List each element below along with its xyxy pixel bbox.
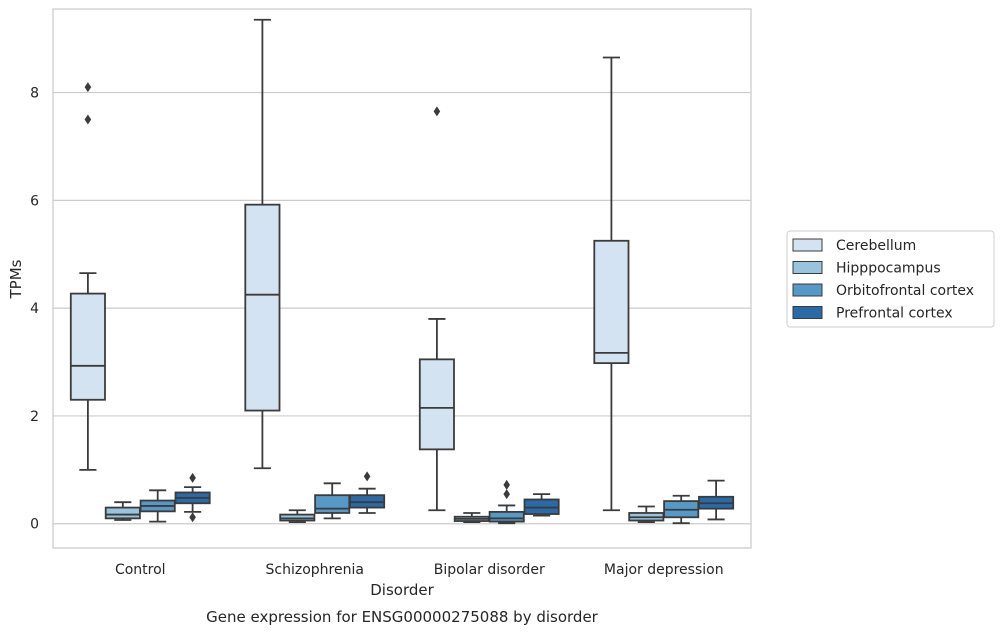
legend-frame: [786, 230, 995, 328]
gridlines: [53, 91, 751, 525]
x-tick-label: Major depression: [604, 562, 724, 578]
box-prefrontal-cortex: [174, 472, 211, 523]
x-tick-labels: Control Schizophrenia Bipolar disorder Majo…: [115, 562, 724, 578]
box-orbitofrontal-cortex: [314, 482, 351, 520]
box-cerebellum: [244, 18, 281, 470]
box-orbitofrontal-cortex: [139, 489, 176, 523]
y-tick-label: 8: [30, 86, 39, 102]
boxes: [69, 18, 735, 525]
y-tick-labels: 0 2 4 6 8: [30, 86, 39, 533]
y-tick-label: 2: [30, 409, 39, 425]
legend-swatch: [792, 283, 823, 297]
box-iqr: [244, 203, 281, 412]
box-hipppocampus: [279, 509, 316, 524]
legend-label: Hipppocampus: [836, 261, 941, 277]
plot-area: [52, 8, 752, 549]
outlier-point: [503, 479, 510, 490]
outlier-point: [363, 471, 371, 482]
legend-swatch: [792, 261, 823, 274]
box-iqr: [418, 358, 455, 451]
box-hipppocampus: [104, 501, 141, 521]
legend-swatch: [792, 306, 823, 319]
box-iqr: [314, 494, 351, 514]
y-axis-title: TPMs: [7, 259, 25, 299]
x-tick-label: Schizophrenia: [266, 562, 364, 578]
legend-label: Prefrontal cortex: [836, 306, 953, 322]
box-cerebellum: [69, 82, 106, 471]
legend-label: Orbitofrontal cortex: [836, 283, 974, 299]
legend-swatch: [792, 238, 823, 252]
legend-label: Cerebellum: [836, 238, 916, 254]
box-prefrontal-cortex: [349, 471, 386, 514]
outlier-point: [84, 82, 92, 93]
outlier-point: [189, 512, 196, 523]
x-axis-title: Disorder: [370, 581, 434, 599]
y-tick-label: 6: [30, 193, 39, 209]
outlier-point: [503, 489, 510, 500]
box-iqr: [488, 510, 525, 523]
y-tick-label: 4: [30, 301, 39, 317]
outlier-point: [433, 106, 441, 117]
box-prefrontal-cortex: [698, 479, 735, 521]
x-tick-label: Bipolar disorder: [434, 562, 545, 578]
box-iqr: [104, 506, 141, 520]
outlier-point: [189, 472, 196, 483]
box-cerebellum: [593, 56, 630, 512]
box-iqr: [593, 239, 630, 365]
legend: Cerebellum Hipppocampus Orbitofrontal cort…: [786, 230, 995, 328]
chart-caption: Gene expression for ENSG00000275088 by d…: [206, 608, 599, 626]
box-cerebellum: [418, 106, 455, 512]
box-orbitofrontal-cortex: [488, 479, 525, 525]
box-prefrontal-cortex: [523, 493, 560, 517]
outlier-point: [84, 114, 92, 125]
y-tick-label: 0: [30, 517, 39, 533]
box-iqr: [69, 292, 106, 401]
x-tick-label: Control: [115, 562, 166, 578]
